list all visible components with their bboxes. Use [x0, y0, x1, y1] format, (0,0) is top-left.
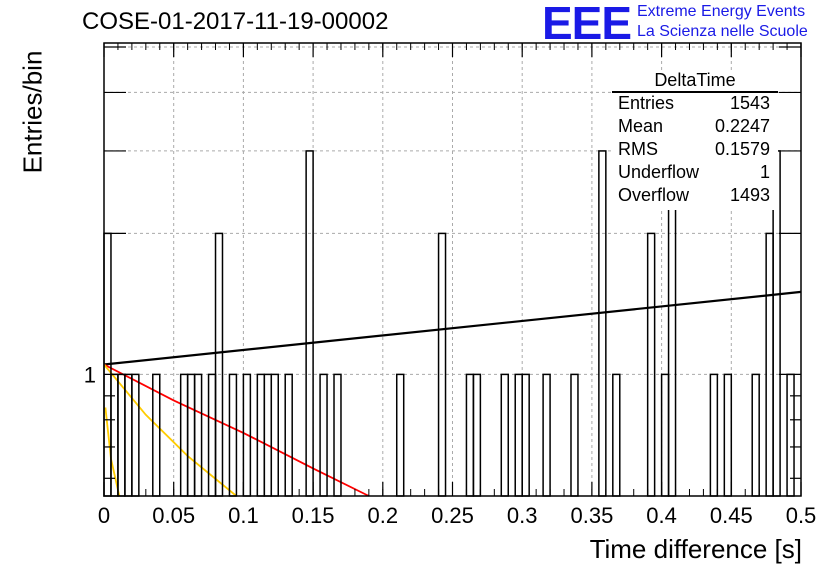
stats-value: 1493 — [729, 185, 770, 205]
x-tick-label: 0.4 — [646, 503, 677, 528]
x-axis-label: Time difference [s] — [589, 534, 802, 564]
x-tick-label: 0.3 — [507, 503, 538, 528]
x-tick-label: 0.35 — [570, 503, 613, 528]
histogram-bar — [521, 373, 530, 497]
histogram-bar — [270, 373, 279, 497]
histogram-bar — [646, 232, 656, 497]
histogram-bar — [465, 373, 475, 497]
histogram-bar — [472, 373, 482, 497]
stats-row-entries: Entries 1543 — [618, 93, 770, 115]
x-tick-label: 0.05 — [152, 503, 195, 528]
histogram-bar — [214, 232, 224, 497]
stats-value: 1 — [759, 162, 770, 182]
logo-text-line1: Extreme Energy Events — [637, 3, 806, 20]
stats-value: 0.2247 — [714, 116, 770, 136]
histogram-bar — [179, 373, 189, 497]
stats-key: Entries — [618, 93, 675, 113]
histogram-bar — [570, 373, 579, 497]
histogram-bar — [256, 373, 266, 497]
histogram-bar — [263, 373, 273, 497]
stats-key: Mean — [618, 116, 664, 136]
histogram-bar — [660, 373, 670, 497]
stats-row-mean: Mean 0.2247 — [618, 116, 770, 138]
histogram-bar — [319, 373, 328, 497]
histogram-bar — [598, 150, 607, 497]
x-tick-label: 0 — [98, 503, 110, 528]
eee-logo-mark: EEE — [542, 0, 632, 49]
histogram-bar — [131, 373, 140, 497]
histogram-bar — [395, 373, 405, 497]
stats-box: DeltaTime Entries 1543 Mean 0.2247 RMS 0… — [612, 70, 778, 210]
y-tick-label: 1 — [84, 362, 96, 387]
histogram-bar — [117, 373, 126, 497]
histogram-bar — [305, 150, 314, 497]
histogram-bar — [709, 373, 719, 497]
stats-title: DeltaTime — [654, 70, 736, 90]
stats-row-overflow: Overflow 1493 — [618, 185, 770, 207]
fit-curve — [103, 363, 237, 497]
x-tick-label: 0.25 — [431, 503, 474, 528]
stats-value: 0.1579 — [714, 139, 770, 159]
histogram-bar — [514, 373, 523, 497]
histogram-bar — [542, 373, 551, 497]
x-tick-label: 0.45 — [710, 503, 753, 528]
x-tick-label: 0.2 — [368, 503, 399, 528]
histogram-bar — [723, 373, 733, 497]
histogram-bar — [284, 373, 293, 497]
stats-row-underflow: Underflow 1 — [618, 162, 770, 184]
axis-ticks — [103, 43, 802, 496]
stats-value: 1543 — [729, 93, 770, 113]
logo-text-line2: La Scienza nelle Scuole — [637, 23, 808, 40]
histogram-bar — [751, 373, 760, 497]
x-tick-label: 0.1 — [228, 503, 259, 528]
histogram-bar — [765, 232, 774, 497]
stats-row-rms: RMS 0.1579 — [618, 139, 770, 161]
histogram-bar — [193, 373, 203, 497]
histogram-bar — [437, 232, 447, 497]
histogram-bar — [612, 373, 621, 497]
stats-key: Overflow — [618, 185, 690, 205]
x-tick-label: 0.5 — [786, 503, 817, 528]
chart-title: COSE-01-2017-11-19-00002 — [82, 8, 389, 35]
x-tick-label: 0.15 — [292, 503, 335, 528]
histogram-bar — [500, 373, 510, 497]
histogram-bar — [186, 373, 196, 497]
y-tick-labels: 1 — [84, 362, 96, 387]
fit-curve — [103, 290, 802, 366]
stats-key: RMS — [618, 139, 658, 159]
stats-divider — [612, 91, 778, 93]
y-axis-label: Entries/bin — [17, 50, 48, 174]
stats-key: Underflow — [618, 162, 700, 182]
histogram-bar — [333, 373, 342, 497]
x-tick-labels: 0 0.05 0.1 0.15 0.2 0.25 0.3 0.35 0.4 0.45 0.5 — [98, 503, 816, 528]
histogram-bar — [228, 373, 238, 497]
